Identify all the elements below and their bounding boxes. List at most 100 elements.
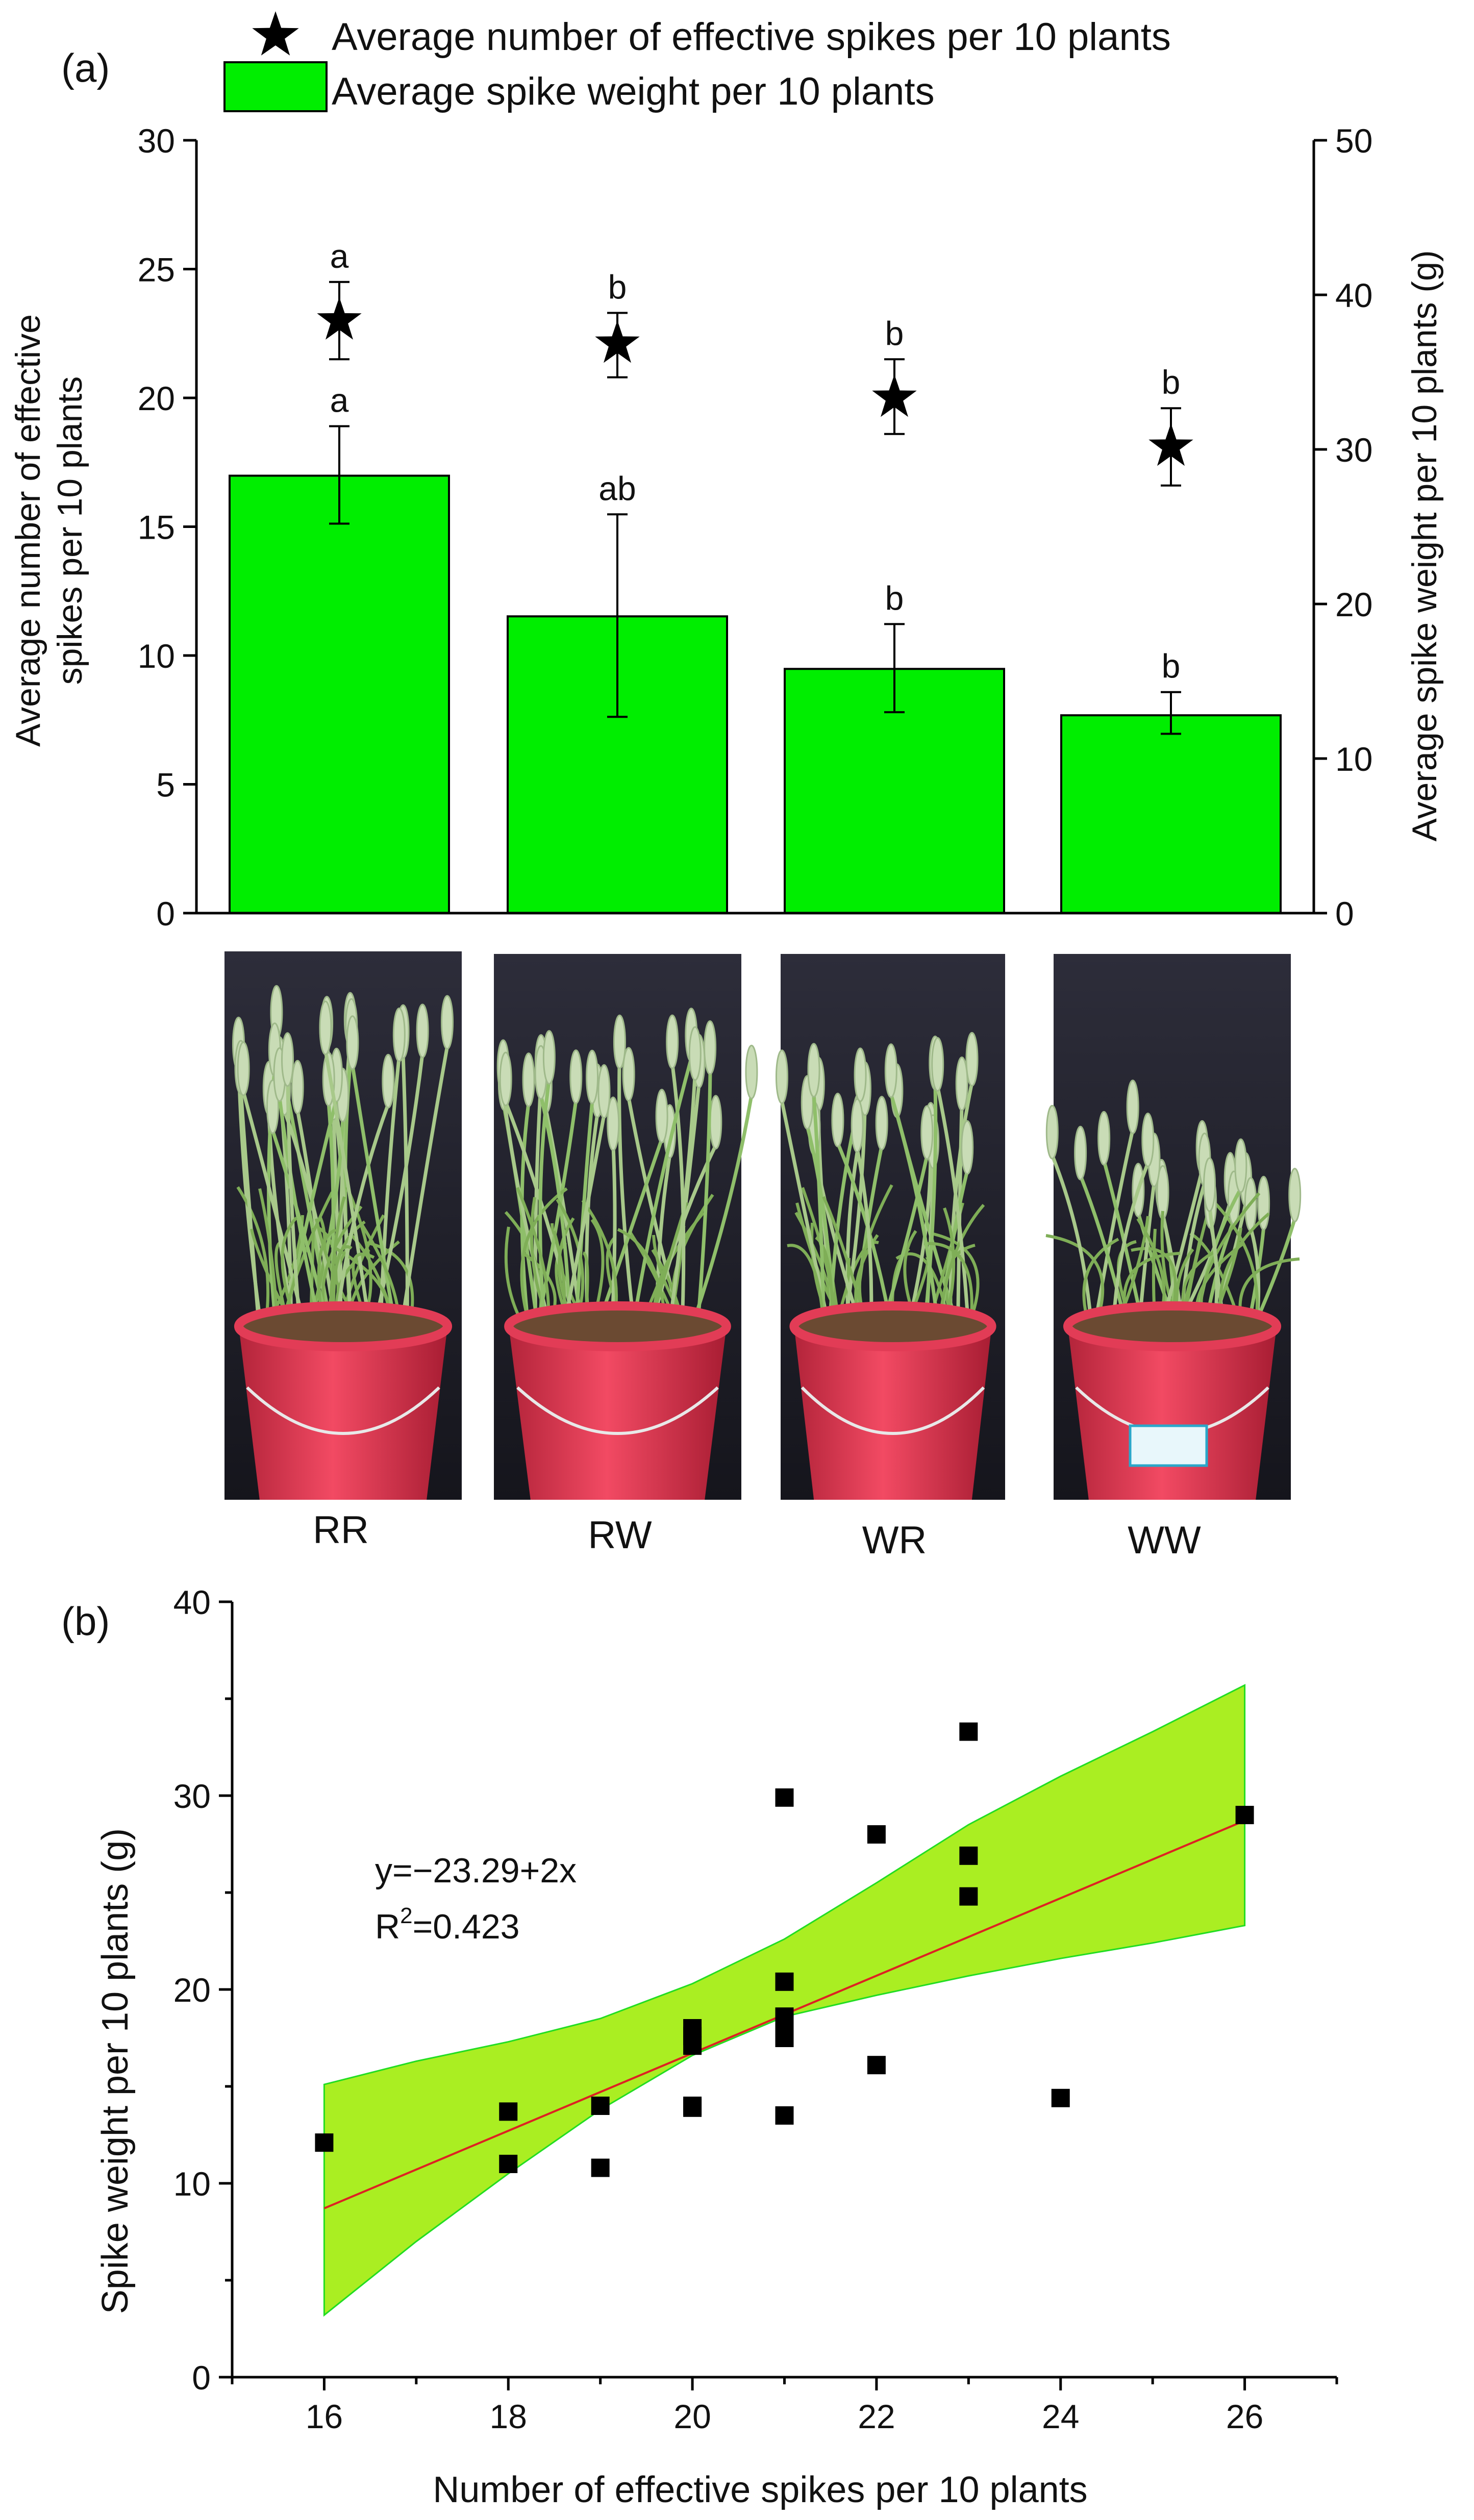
- fit-equation: y=−23.29+2x: [375, 1851, 577, 1890]
- y-right-tick-label: 10: [1335, 740, 1372, 778]
- wheat-spike: [1234, 1138, 1247, 1193]
- wheat-spike: [1045, 1104, 1059, 1160]
- wheat-spike: [237, 1041, 250, 1096]
- wheat-spike: [851, 1098, 864, 1153]
- pot-body: [509, 1326, 727, 1500]
- y-axis-left-title-line1: Average number of effective: [9, 314, 47, 747]
- wheat-spike: [346, 1015, 359, 1070]
- pot-rim: [1063, 1301, 1282, 1351]
- wheat-stem: [401, 1054, 409, 1347]
- wheat-spike: [1141, 1113, 1155, 1168]
- wheat-stem: [670, 1064, 686, 1347]
- data-point: [775, 1788, 794, 1807]
- data-point: [959, 1846, 978, 1865]
- bar-letter-rw: ab: [598, 469, 636, 507]
- star-marker-ww: [1148, 423, 1193, 466]
- pot-handle: [801, 1386, 985, 1435]
- wheat-spike: [319, 1000, 332, 1055]
- panel-b-label: (b): [61, 1599, 110, 1644]
- y-tick-label-b: 40: [173, 1583, 211, 1621]
- r-squared: R2=0.423: [375, 1903, 519, 1946]
- legend-star-label: Average number of effective spikes per 1…: [332, 15, 1171, 59]
- bar-error-rw: [607, 513, 628, 718]
- x-tick-label-b: 22: [858, 2398, 895, 2435]
- wheat-spike: [1074, 1125, 1087, 1180]
- wheat-stem: [694, 1070, 712, 1347]
- y-tick-label-b: 20: [173, 1971, 211, 2009]
- wheat-spike: [854, 1047, 867, 1102]
- y-left-tick-label: 15: [138, 509, 175, 546]
- y-left-tick-label: 0: [156, 895, 175, 933]
- data-point: [315, 2133, 334, 2152]
- pot-body: [794, 1326, 992, 1500]
- wheat-spike: [831, 1093, 844, 1148]
- bar-letter-rr: a: [330, 382, 349, 419]
- photo-label-wr: WR: [862, 1519, 927, 1562]
- star-marker-wr: [872, 374, 917, 417]
- wheat-spike: [622, 1047, 635, 1102]
- panel-a-label: (a): [61, 45, 110, 90]
- wheat-spike: [392, 1007, 406, 1063]
- bar-error-wr: [884, 623, 905, 714]
- pot-rim: [789, 1301, 996, 1351]
- wheat-spike: [931, 1037, 944, 1092]
- y-tick-label-b: 30: [173, 1777, 211, 1815]
- bar-letter-wr: b: [885, 579, 904, 617]
- photo-label-rr: RR: [313, 1508, 369, 1552]
- data-point: [499, 2102, 518, 2121]
- wheat-spike: [1126, 1079, 1139, 1135]
- photo-label-ww: WW: [1128, 1519, 1201, 1562]
- data-point: [959, 1722, 978, 1741]
- data-point: [775, 2029, 794, 2047]
- y-tick-label-b: 0: [192, 2359, 211, 2397]
- x-tick-label-b: 20: [673, 2398, 711, 2435]
- star-letter-rr: a: [330, 237, 349, 275]
- wheat-spike: [597, 1064, 611, 1119]
- y-right-tick-label: 50: [1335, 122, 1372, 160]
- wheat-spike: [688, 1026, 702, 1081]
- wheat-spike: [569, 1049, 583, 1104]
- wheat-spike: [961, 1120, 974, 1175]
- data-point: [1051, 2088, 1070, 2107]
- pot-sticker: [1129, 1424, 1208, 1467]
- y-axis-left-title-line2: spikes per 10 plants: [51, 376, 89, 685]
- wheat-stem: [239, 1090, 263, 1347]
- scatter-chart-b: 0 10 20 30 40 16 18 20 22 24 26: [173, 1583, 1338, 2435]
- data-point: [775, 1972, 794, 1991]
- confidence-band: [323, 1683, 1246, 2317]
- wheat-spike: [1288, 1168, 1302, 1223]
- wheat-spike: [499, 1051, 512, 1106]
- wheat-spike: [281, 1032, 294, 1087]
- x-axis-title-b: Number of effective spikes per 10 plants: [433, 2469, 1087, 2510]
- wheat-spike: [745, 1044, 758, 1099]
- pot-rim: [504, 1301, 731, 1351]
- data-point: [499, 2155, 518, 2173]
- wheat-spike: [542, 1030, 556, 1085]
- bar-ww: [1060, 714, 1282, 915]
- bar-rr: [229, 474, 450, 914]
- wheat-spike: [920, 1105, 934, 1160]
- y-left-tick-label: 10: [138, 637, 175, 675]
- data-point: [775, 2106, 794, 2125]
- y-left-tick-label: 5: [156, 766, 175, 804]
- wheat-spike: [875, 1096, 888, 1151]
- photo-ww: [1045, 954, 1302, 1500]
- photo-rw: [494, 954, 758, 1500]
- r-squared-prefix: R: [375, 1907, 400, 1946]
- wheat-spike: [382, 1053, 395, 1108]
- data-point: [867, 2056, 886, 2075]
- data-point: [959, 1887, 978, 1906]
- plant-photos: [224, 951, 1302, 1500]
- y-right-tick-label: 0: [1335, 895, 1354, 933]
- star-marker-rw: [595, 320, 640, 363]
- legend-bar-label: Average spike weight per 10 plants: [332, 70, 935, 113]
- wheat-spike: [522, 1052, 535, 1107]
- data-point: [867, 1825, 886, 1844]
- photo-wr: [775, 954, 1005, 1500]
- y-tick-label-b: 10: [173, 2165, 211, 2203]
- pot-handle: [516, 1386, 719, 1435]
- wheat-spike: [807, 1043, 820, 1098]
- photo-rr: [224, 951, 462, 1500]
- star-marker-rr: [317, 297, 362, 340]
